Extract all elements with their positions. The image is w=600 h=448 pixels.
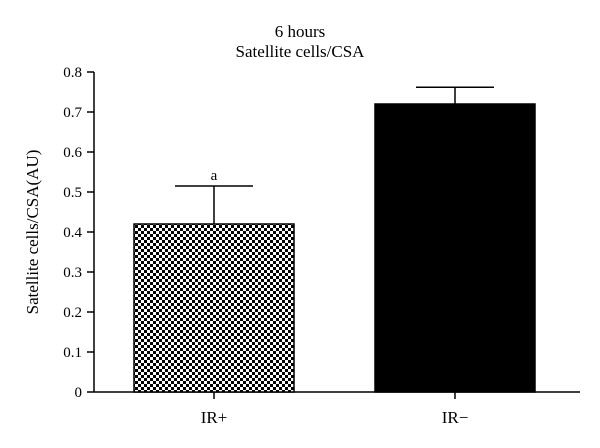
y-tick-label: 0.3 xyxy=(63,265,82,281)
chart-subtitle: Satellite cells/CSA xyxy=(235,42,365,61)
y-axis-label: Satellite cells/CSA(AU) xyxy=(23,150,42,315)
x-tick-label: IR+ xyxy=(201,408,228,427)
y-tick-label: 0.7 xyxy=(63,105,82,121)
bar-2 xyxy=(374,103,536,393)
y-tick-label: 0.8 xyxy=(63,65,82,81)
y-tick-label: 0.5 xyxy=(63,185,82,201)
x-tick-label: IR− xyxy=(442,408,469,427)
bar-1 xyxy=(133,223,295,393)
y-tick-label: 0.1 xyxy=(63,345,82,361)
y-tick-label: 0 xyxy=(75,385,83,401)
y-tick-label: 0.6 xyxy=(63,145,82,161)
significance-label: a xyxy=(211,168,218,184)
chart-title: 6 hours xyxy=(274,22,326,41)
y-tick-label: 0.2 xyxy=(63,305,82,321)
y-tick-label: 0.4 xyxy=(63,225,82,241)
